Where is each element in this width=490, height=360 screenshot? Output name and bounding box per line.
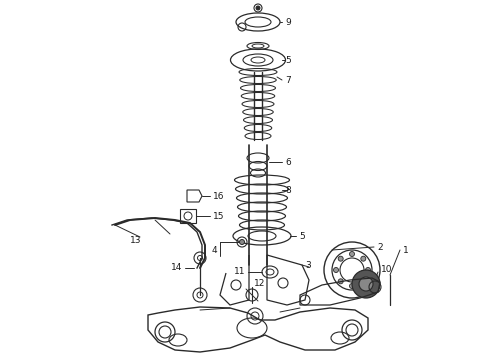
Text: 15: 15 xyxy=(213,212,224,220)
Text: 3: 3 xyxy=(305,261,311,270)
Text: 11: 11 xyxy=(234,267,245,276)
Text: 7: 7 xyxy=(285,76,291,85)
Text: 13: 13 xyxy=(130,235,142,244)
Text: 5: 5 xyxy=(299,231,305,240)
Circle shape xyxy=(338,256,343,261)
Circle shape xyxy=(256,6,260,10)
Text: 16: 16 xyxy=(213,192,224,201)
Circle shape xyxy=(349,252,354,257)
Text: 6: 6 xyxy=(285,158,291,166)
Text: 5: 5 xyxy=(285,55,291,64)
Text: 8: 8 xyxy=(285,185,291,194)
Circle shape xyxy=(361,279,366,284)
Text: 1: 1 xyxy=(403,246,409,255)
Circle shape xyxy=(338,279,343,284)
Circle shape xyxy=(359,277,373,291)
Circle shape xyxy=(334,267,339,273)
Text: 2: 2 xyxy=(377,243,383,252)
Text: 12: 12 xyxy=(254,279,266,288)
Circle shape xyxy=(366,267,370,273)
Circle shape xyxy=(352,270,380,298)
Text: 10: 10 xyxy=(381,266,392,274)
Circle shape xyxy=(349,284,354,288)
Circle shape xyxy=(240,239,245,244)
Text: 9: 9 xyxy=(285,18,291,27)
Circle shape xyxy=(361,256,366,261)
Text: 4: 4 xyxy=(211,246,217,255)
Text: 14: 14 xyxy=(171,264,182,273)
